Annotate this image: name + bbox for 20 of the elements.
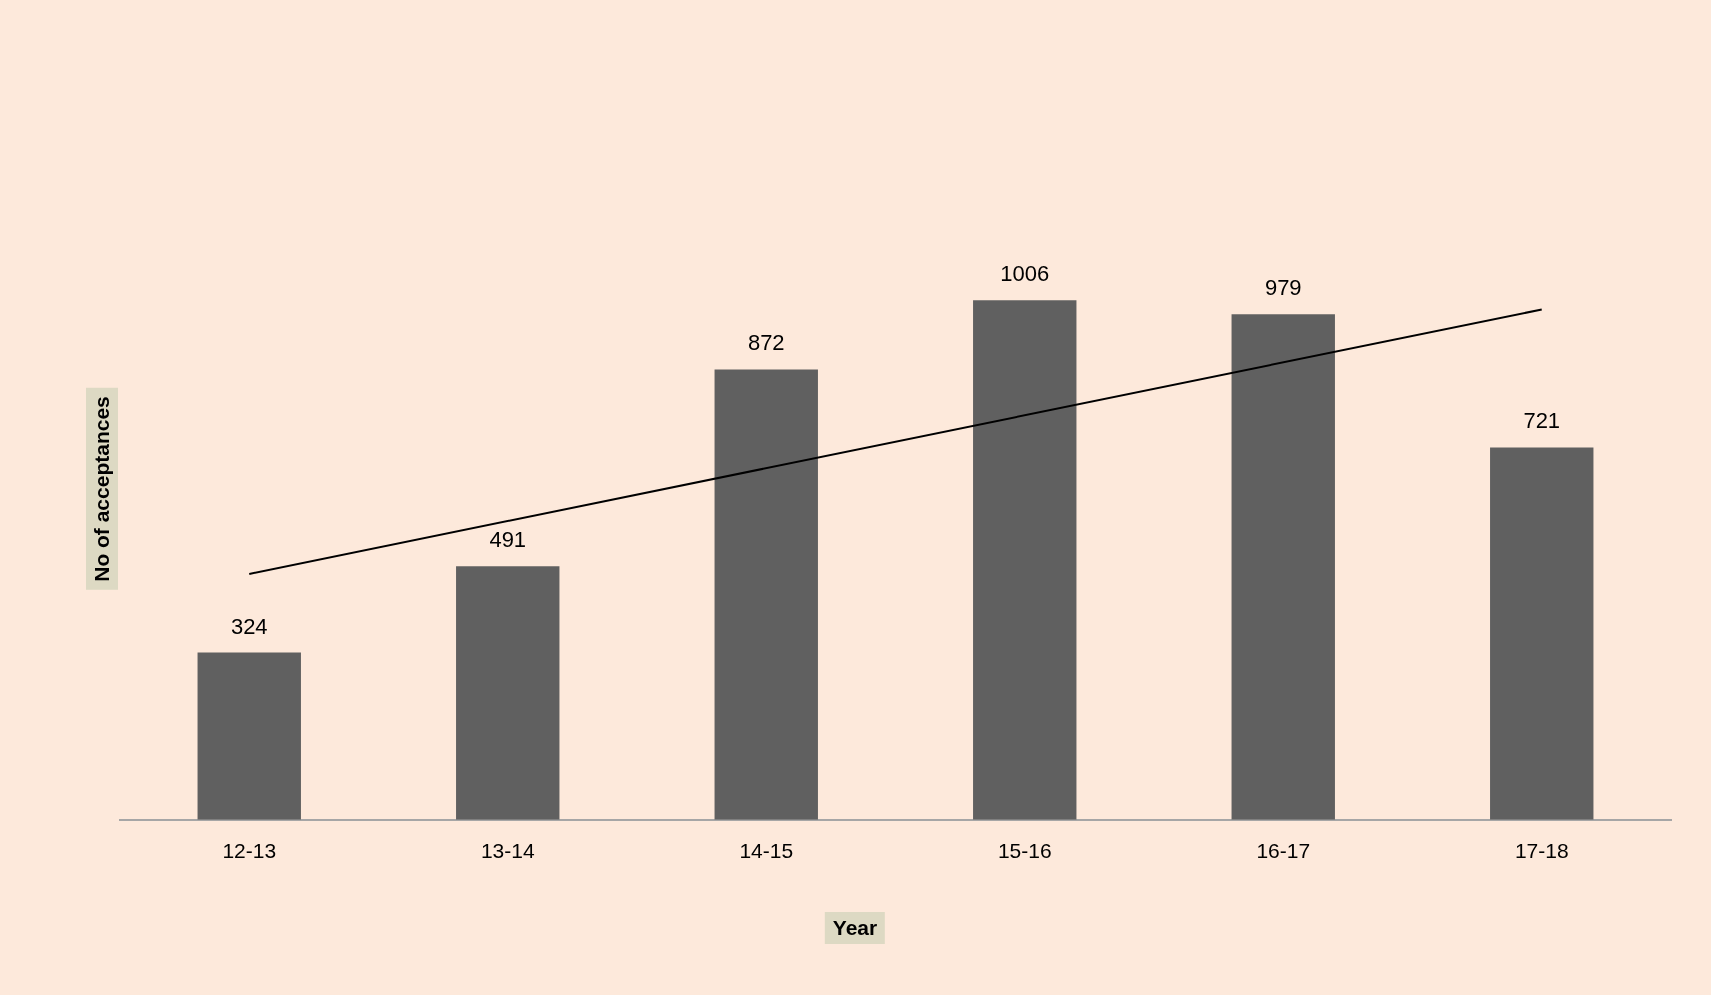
bar: [1231, 314, 1335, 820]
x-tick-label: 16-17: [1256, 839, 1311, 863]
bar: [973, 300, 1077, 820]
x-tick-label: 15-16: [997, 839, 1052, 863]
data-label: 872: [747, 330, 785, 356]
x-tick-label: 17-18: [1514, 839, 1569, 863]
data-label: 721: [1523, 408, 1561, 434]
bar: [456, 566, 560, 820]
data-label: 491: [489, 527, 527, 553]
data-label: 1006: [1000, 261, 1050, 287]
x-tick-label: 13-14: [480, 839, 535, 863]
x-tick-label: 12-13: [222, 839, 277, 863]
y-axis-title: No of acceptances: [86, 388, 118, 590]
bar: [1490, 447, 1594, 820]
bar: [197, 652, 301, 820]
x-axis-title: Year: [824, 912, 886, 944]
data-label: 979: [1264, 275, 1302, 301]
data-label: 324: [230, 613, 268, 639]
x-tick-label: 14-15: [739, 839, 794, 863]
bar: [714, 369, 818, 820]
